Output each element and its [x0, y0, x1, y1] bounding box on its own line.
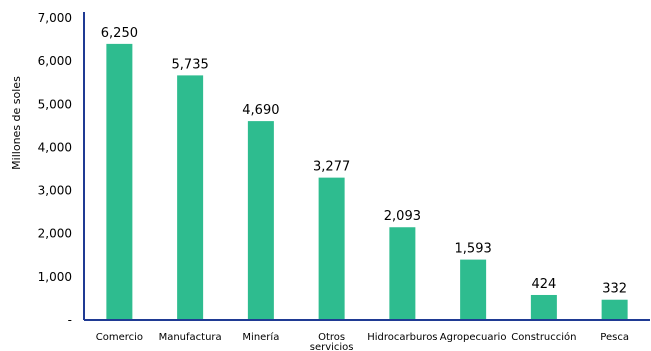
- category-labels: Comercio Manufactura Minería Otrosservicios…: [96, 331, 629, 351]
- y-tick-label: 1,000: [38, 270, 72, 284]
- data-label: 2,093: [384, 209, 421, 224]
- category-label: servicios: [310, 342, 354, 351]
- category-label: Agropecuario: [440, 332, 507, 343]
- axes: [83, 12, 650, 321]
- y-tick-label: 3,000: [38, 184, 72, 198]
- y-tick-label: 4,000: [38, 140, 72, 154]
- category-label: Comercio: [96, 332, 143, 343]
- data-label: 6,250: [101, 26, 138, 41]
- bar: [177, 75, 204, 320]
- category-label: Hidrocarburos: [367, 332, 437, 343]
- data-label: 424: [531, 277, 556, 292]
- data-label: 1,593: [455, 242, 492, 257]
- data-labels: 6,250 5,735 4,690 3,277 2,093 1,593 424 332: [101, 26, 627, 297]
- bar: [106, 43, 133, 321]
- data-label: 332: [602, 282, 627, 297]
- bar: [460, 259, 487, 320]
- category-label: Manufactura: [159, 332, 222, 343]
- category-label: Otros: [318, 332, 345, 343]
- bar: [530, 294, 557, 320]
- y-tick-label: 7,000: [38, 11, 72, 25]
- bar: [247, 121, 274, 321]
- bar: [601, 299, 628, 320]
- category-label: Pesca: [600, 332, 629, 343]
- data-label: 4,690: [242, 103, 279, 118]
- y-tick-label: 6,000: [38, 54, 72, 68]
- y-tick-label: 5,000: [38, 97, 72, 111]
- category-label: Construcción: [511, 331, 576, 343]
- y-tick-label: -: [68, 313, 72, 327]
- data-label: 3,277: [313, 160, 350, 175]
- bar: [318, 177, 345, 320]
- bar: [389, 227, 416, 320]
- bars: [106, 43, 628, 321]
- data-label: 5,735: [172, 57, 209, 72]
- y-ticks: - 1,000 2,000 3,000 4,000 5,000 6,000 7,000: [38, 11, 72, 327]
- y-tick-label: 2,000: [38, 227, 72, 241]
- y-axis-title-group: Millones de soles: [10, 76, 23, 170]
- category-label: Minería: [242, 331, 279, 343]
- y-axis-title: Millones de soles: [10, 76, 23, 170]
